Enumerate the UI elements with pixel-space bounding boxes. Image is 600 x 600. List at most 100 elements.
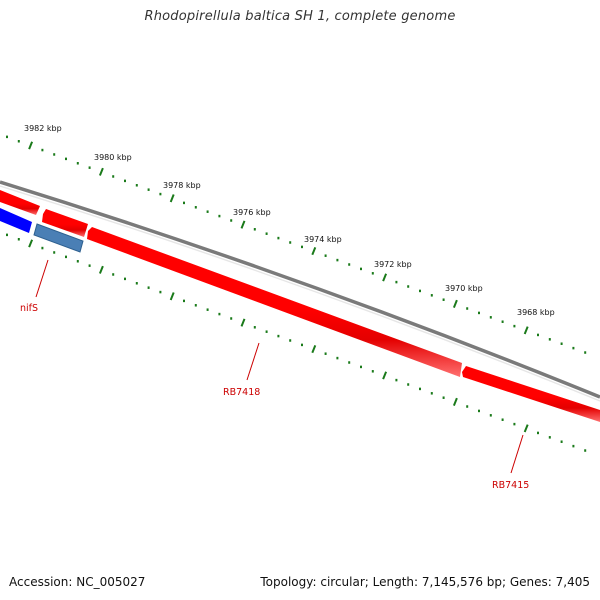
inner-ruler-tick-minor (371, 370, 374, 373)
outer-ruler-tick-minor (360, 267, 362, 271)
inner-ruler-tick-minor (76, 260, 79, 263)
inner-ruler-tick-minor (88, 264, 91, 267)
inner-ruler-tick-minor (478, 409, 480, 413)
outer-ruler-tick-minor (41, 148, 44, 152)
inner-ruler-tick-minor (253, 326, 256, 329)
inner-ruler-tick-minor (194, 304, 197, 307)
genome-backbone (0, 180, 600, 399)
outer-ruler-tick-minor (124, 179, 126, 183)
inner-ruler-tick-minor (489, 414, 492, 417)
reverse-genes (0, 208, 84, 253)
gene-rb7415[interactable] (462, 366, 600, 422)
inner-ruler-tick-major (523, 424, 529, 433)
outer-ruler (6, 135, 587, 354)
inner-ruler-tick-major (28, 239, 34, 248)
inner-ruler-tick-minor (289, 339, 292, 342)
inner-ruler-tick-minor (348, 361, 351, 364)
outer-ruler-tick-minor (419, 289, 421, 293)
inner-ruler-tick-major (240, 318, 246, 327)
outer-ruler-tick-minor (301, 245, 303, 249)
outer-ruler-tick-major (452, 299, 458, 308)
inner-ruler-tick-minor (430, 392, 433, 395)
outer-ruler-tick-minor (407, 285, 410, 288)
inner-ruler-tick-major (311, 344, 317, 354)
map-title: Rhodopirellula baltica SH 1, complete ge… (144, 9, 456, 24)
outer-ruler-tick-minor (572, 346, 575, 350)
outer-ruler-tick-minor (277, 236, 280, 240)
outer-ruler-tick-major (240, 220, 246, 229)
forward-genes (0, 190, 600, 422)
inner-ruler-tick-minor (41, 246, 44, 250)
inner-ruler-tick-minor (135, 282, 138, 285)
gene-rb7418[interactable] (87, 227, 462, 377)
gene-leader-lines (35, 259, 524, 474)
inner-ruler-tick-major (169, 292, 175, 301)
outer-ruler-tick-minor (206, 210, 209, 213)
outer-ruler-tick-major (28, 141, 34, 150)
outer-ruler-tick-major (98, 167, 104, 176)
inner-ruler-tick-minor (501, 418, 504, 421)
outer-ruler-tick-minor (537, 333, 539, 337)
leader-line-nifs (35, 259, 49, 298)
outer-ruler-tick-minor (513, 324, 516, 328)
outer-ruler-tick-minor (6, 135, 8, 139)
inner-ruler-tick-minor (53, 251, 56, 254)
inner-ruler-tick-minor (407, 383, 410, 386)
inner-ruler-tick-minor (336, 356, 339, 360)
gene-nifs[interactable] (33, 223, 84, 253)
outer-ruler-tick-minor (88, 166, 91, 169)
inner-ruler-tick-major (382, 371, 388, 380)
inner-ruler-tick-minor (124, 277, 126, 281)
outer-ruler-tick-major (311, 246, 317, 256)
genome-backbone-highlight (0, 185, 600, 402)
outer-ruler-tick-minor (135, 184, 138, 187)
outer-ruler-tick-minor (336, 258, 339, 262)
inner-ruler-tick-minor (17, 238, 20, 241)
outer-ruler-tick-minor (348, 263, 351, 266)
inner-ruler-tick-minor (6, 233, 8, 237)
inner-ruler-tick-minor (301, 343, 303, 347)
ruler-label-3970: 3970 kbp (445, 284, 483, 293)
ruler-label-3978: 3978 kbp (163, 181, 201, 190)
ruler-label-3976: 3976 kbp (233, 208, 271, 217)
outer-ruler-tick-minor (324, 254, 327, 257)
ruler-label-3974: 3974 kbp (304, 235, 342, 244)
gene-label-rb7418[interactable]: RB7418 (223, 387, 260, 398)
inner-tick-row (6, 233, 587, 452)
ruler-label-3980: 3980 kbp (94, 153, 132, 162)
inner-ruler-tick-minor (513, 422, 516, 426)
outer-ruler-tick-minor (501, 320, 504, 323)
inner-ruler-tick-minor (572, 444, 575, 448)
outer-ruler-tick-minor (147, 188, 150, 191)
inner-ruler-tick-minor (159, 290, 162, 294)
inner-ruler-tick-minor (147, 286, 150, 289)
outer-ruler-tick-minor (76, 162, 79, 165)
gene-labels: nifS RB7418 RB7415 (20, 303, 529, 491)
outer-ruler-tick-minor (265, 232, 268, 235)
inner-ruler-tick-minor (206, 308, 209, 311)
inner-ruler-tick-minor (112, 273, 115, 276)
outer-ruler-tick-minor (159, 192, 162, 196)
outer-ruler-tick-major (523, 326, 529, 335)
inner-ruler-tick-major (98, 265, 104, 274)
inner-ruler-tick-minor (218, 312, 221, 316)
inner-ruler-tick-minor (537, 431, 539, 435)
accession-text: Accession: NC_005027 (9, 575, 146, 589)
outer-ruler-tick-minor (253, 228, 256, 231)
outer-ruler-tick-minor (112, 175, 115, 178)
gene-label-rb7415[interactable]: RB7415 (492, 480, 529, 491)
outer-ruler-tick-minor (194, 206, 197, 209)
gene-forward-1[interactable] (0, 190, 40, 215)
outer-ruler-tick-minor (478, 311, 480, 315)
ruler-label-3972: 3972 kbp (374, 260, 412, 269)
outer-ruler-tick-minor (560, 342, 563, 345)
ruler-labels: 3982 kbp 3980 kbp 3978 kbp 3976 kbp 3974… (24, 124, 555, 317)
gene-reverse-1[interactable] (0, 208, 32, 233)
outer-ruler-tick-minor (65, 157, 67, 161)
outer-ruler-tick-minor (53, 153, 56, 156)
gene-forward-2[interactable] (42, 209, 88, 237)
inner-ruler-tick-minor (230, 317, 233, 320)
gene-label-nifs[interactable]: nifS (20, 303, 38, 314)
outer-ruler-tick-minor (230, 219, 233, 222)
ruler-label-3982: 3982 kbp (24, 124, 62, 133)
